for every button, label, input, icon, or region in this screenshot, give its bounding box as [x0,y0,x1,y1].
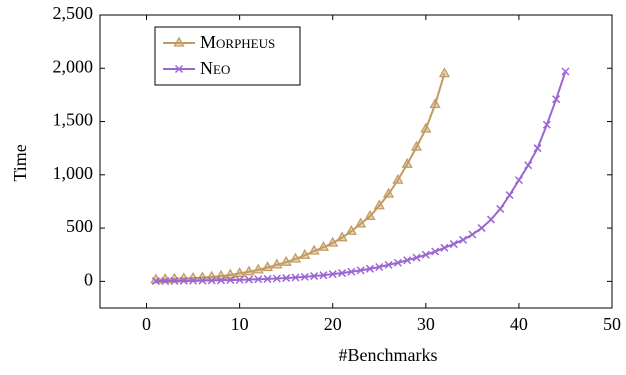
marker [364,210,376,221]
line [155,73,446,281]
marker [420,122,432,133]
marker [170,276,179,285]
marker [173,36,185,47]
marker [263,274,272,283]
marker [299,248,311,259]
legend-box [154,26,301,86]
y-tick-label: 500 [66,216,93,236]
x-tick-label: 50 [603,314,621,334]
marker [319,271,328,280]
marker [533,144,542,153]
marker [226,276,235,285]
x-axis-label: #Benchmarks [339,345,438,365]
legend-label: Neo [200,58,230,78]
marker [310,272,319,281]
marker [486,215,496,224]
marker [280,255,292,266]
marker [235,275,244,284]
marker [336,231,348,242]
marker [496,204,505,213]
marker [151,277,160,286]
marker [261,261,274,272]
marker [234,267,246,278]
marker [271,258,283,269]
y-tick-label: 1,000 [53,163,94,183]
marker [317,240,330,251]
marker [189,276,198,285]
marker [244,275,253,284]
marker [438,67,451,78]
y-tick-label: 1,500 [53,110,94,130]
marker [542,120,551,129]
y-axis-label: Time [10,144,30,181]
marker [365,264,374,273]
marker [328,270,337,279]
marker [410,140,423,151]
marker [524,161,533,170]
plot-frame [99,14,613,309]
legend-label: Morpheus [200,32,275,52]
marker [289,252,302,263]
marker [243,265,255,276]
marker [179,276,188,285]
marker [382,187,395,198]
marker [459,235,468,244]
series [151,67,570,286]
marker [384,260,393,269]
x-tick-label: 30 [417,314,435,334]
series [150,67,451,284]
marker [392,173,404,184]
y-tick-label: 2,000 [53,56,94,76]
marker [505,191,514,200]
marker [401,157,413,168]
marker [393,258,402,267]
marker [468,230,477,239]
marker [282,274,291,283]
marker [300,272,309,281]
marker [347,267,356,276]
marker [174,64,184,74]
line [155,71,567,283]
marker [254,275,263,284]
marker [373,199,385,210]
marker [207,276,216,285]
marker [403,256,412,265]
marker [552,95,561,104]
marker [161,277,170,286]
marker [431,247,440,256]
x-tick-label: 40 [510,314,528,334]
marker [421,250,430,259]
marker [224,268,236,279]
marker [252,263,264,274]
marker [356,266,365,275]
marker [308,244,320,255]
y-tick-label: 0 [84,269,93,289]
y-tick-label: 2,500 [53,3,94,23]
marker [440,243,449,252]
marker [375,262,384,272]
marker [412,253,421,262]
x-tick-label: 20 [324,314,342,334]
marker [198,276,207,285]
x-tick-label: 10 [231,314,249,334]
marker [338,269,347,278]
marker [327,236,339,247]
marker [345,224,357,235]
marker [477,224,486,233]
marker [561,67,570,76]
marker [216,276,226,285]
marker [272,274,281,283]
marker [355,217,367,228]
marker [449,240,458,249]
marker [429,98,441,109]
marker [291,273,300,282]
x-tick-label: 0 [142,314,151,334]
marker [514,176,523,185]
